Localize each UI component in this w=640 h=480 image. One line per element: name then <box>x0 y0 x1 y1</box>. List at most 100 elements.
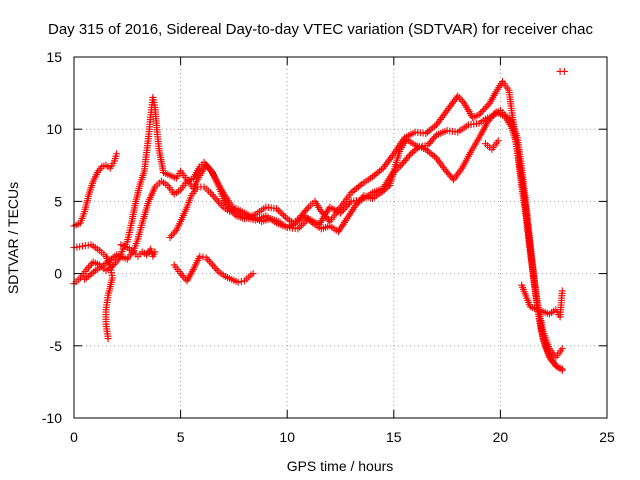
data-point <box>249 270 257 278</box>
series-track-b <box>70 241 116 343</box>
data-point <box>397 162 405 170</box>
x-tick-label: 20 <box>493 429 509 445</box>
data-point <box>199 253 207 261</box>
data-point <box>106 257 114 265</box>
data-point <box>81 275 89 283</box>
data-point <box>352 184 360 192</box>
y-tick-label: 5 <box>54 193 62 209</box>
data-point <box>390 169 398 177</box>
data-point <box>294 225 302 233</box>
data-point <box>422 145 430 153</box>
data-point <box>484 101 492 109</box>
data-point <box>377 189 385 197</box>
data-point <box>347 189 355 197</box>
data-point <box>409 148 417 156</box>
axis-ticks: 0 5 10 15 20 25 -10 -5 0 5 10 15 <box>42 49 615 445</box>
data-point <box>343 202 351 210</box>
data-point <box>292 219 300 227</box>
data-point <box>104 335 112 343</box>
data-point <box>372 170 380 178</box>
data-point <box>104 258 112 266</box>
data-point <box>278 210 286 218</box>
data-point <box>425 148 433 156</box>
data-point <box>405 151 413 159</box>
data-point <box>427 125 435 133</box>
y-tick-label: 10 <box>46 121 62 137</box>
data-point <box>280 211 288 219</box>
data-point <box>429 151 437 159</box>
data-point <box>558 345 566 353</box>
data-point <box>88 270 96 278</box>
data-point <box>113 150 121 158</box>
data-point <box>237 278 245 286</box>
data-point <box>299 220 307 228</box>
data-point <box>210 263 218 271</box>
data-point <box>295 216 303 224</box>
data-point <box>178 271 186 279</box>
data-point <box>377 166 385 174</box>
plot-border <box>73 56 608 419</box>
data-point <box>407 150 415 158</box>
data-point <box>340 206 348 214</box>
data-point <box>337 209 344 217</box>
data-point <box>276 208 284 216</box>
data-point <box>380 186 388 194</box>
data-point <box>370 171 378 179</box>
data-point <box>84 263 92 271</box>
data-point <box>86 271 94 279</box>
data-point <box>281 213 289 221</box>
data-point <box>213 266 221 274</box>
data-point <box>354 183 362 191</box>
data-point <box>346 199 354 207</box>
data-point <box>410 147 418 155</box>
data-point <box>349 187 357 195</box>
data-point <box>431 133 439 141</box>
data-point <box>212 265 220 273</box>
x-tick-label: 10 <box>279 429 295 445</box>
data-point <box>169 230 177 238</box>
data-point <box>82 274 90 282</box>
data-point <box>483 103 491 111</box>
data-point <box>393 165 401 173</box>
x-axis-label: GPS time / hours <box>287 458 394 474</box>
data-point <box>166 234 174 241</box>
data-point <box>431 122 439 130</box>
data-point <box>424 128 432 136</box>
data-marks <box>70 67 568 374</box>
data-point <box>338 207 346 215</box>
data-point <box>234 278 242 286</box>
data-point <box>111 252 119 260</box>
data-point <box>297 215 305 223</box>
data-point <box>414 144 422 152</box>
data-point <box>168 232 176 240</box>
data-point <box>341 204 349 212</box>
y-axis-label: SDTVAR / TECUs <box>5 182 21 294</box>
chart-title: Day 315 of 2016, Sidereal Day-to-day VTE… <box>48 21 593 38</box>
series-track-e <box>166 106 566 373</box>
x-tick-label: 0 <box>70 429 78 445</box>
data-point <box>196 252 204 260</box>
data-point <box>560 67 568 75</box>
data-point <box>351 186 359 194</box>
data-point <box>480 106 488 114</box>
data-point <box>305 216 313 224</box>
data-point <box>151 248 159 256</box>
data-point <box>392 167 400 175</box>
data-point <box>368 173 376 181</box>
data-point <box>478 107 486 115</box>
data-point <box>382 184 390 192</box>
series-track-g <box>481 67 568 321</box>
data-point <box>429 124 437 132</box>
y-tick-label: 0 <box>54 266 62 282</box>
data-point <box>84 272 92 280</box>
data-point <box>412 145 420 153</box>
data-point <box>205 257 213 265</box>
data-point <box>477 109 485 117</box>
data-point <box>293 218 301 226</box>
data-point <box>202 254 210 262</box>
data-point <box>374 169 382 177</box>
data-point <box>208 191 216 199</box>
y-tick-label: -5 <box>50 338 63 354</box>
data-point <box>425 127 433 135</box>
data-point <box>475 111 483 119</box>
